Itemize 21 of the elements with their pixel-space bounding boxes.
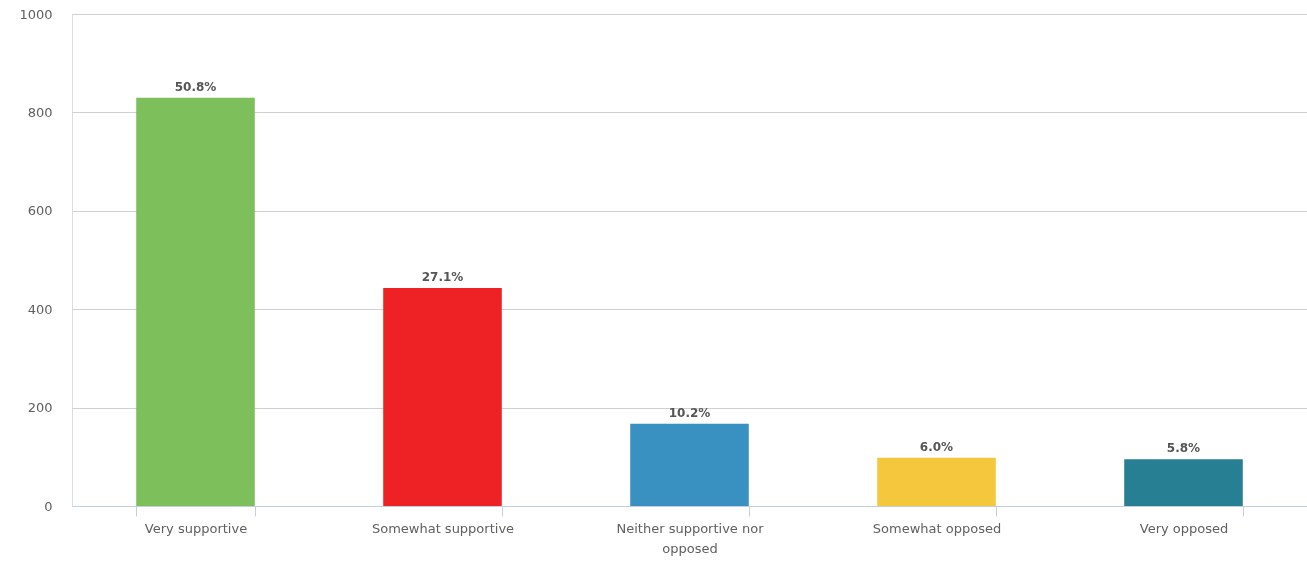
annotation: 50.8% xyxy=(174,79,217,94)
bar xyxy=(630,423,749,506)
x-tick-label: Very supportive xyxy=(144,520,248,536)
y-tick-label: 800 xyxy=(27,104,53,120)
x-tick-label: Somewhat opposed xyxy=(872,520,1002,536)
bar xyxy=(136,97,255,506)
annotation: 6.0% xyxy=(919,439,954,454)
y-tick-label: 600 xyxy=(27,203,53,219)
x-tick-label: Very opposed xyxy=(1139,520,1229,536)
bar xyxy=(383,288,502,506)
annotation: 5.8% xyxy=(1166,441,1201,456)
bar xyxy=(877,457,996,506)
bar xyxy=(1124,459,1243,506)
y-tick-label: 0 xyxy=(44,498,53,514)
annotation: 27.1% xyxy=(421,270,464,285)
x-tick-label: Somewhat supportive xyxy=(371,520,515,536)
y-tick-label: 1000 xyxy=(19,6,53,22)
x-tick-label: Neither supportive nor opposed xyxy=(616,520,765,556)
y-tick-label: 200 xyxy=(27,400,53,416)
annotation: 10.2% xyxy=(668,405,711,420)
y-tick-label: 400 xyxy=(27,301,53,317)
